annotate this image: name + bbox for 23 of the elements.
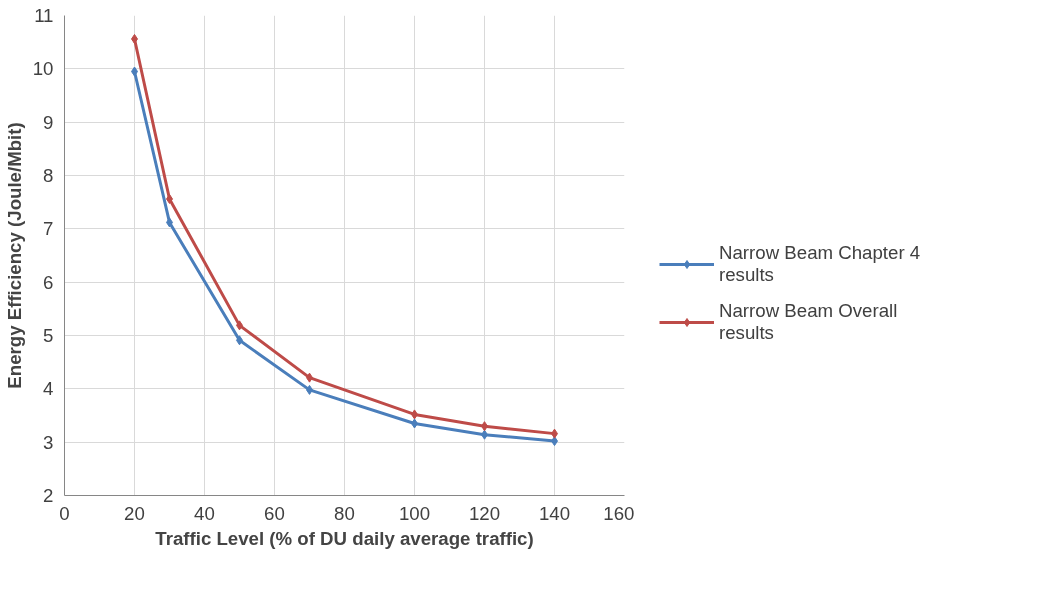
y-tick-label: 5	[43, 325, 54, 346]
x-tick-label: 60	[264, 502, 285, 524]
x-tick-label: 140	[538, 502, 571, 524]
x-tick-label: 20	[124, 502, 145, 524]
x-tick-label: 120	[468, 502, 501, 524]
y-axis-title: Energy Efficiency (Joule/Mbit)	[3, 122, 25, 389]
x-tick-label: 100	[398, 502, 431, 524]
x-tick-label: 160	[603, 502, 635, 524]
x-tick-label: 0	[59, 502, 70, 524]
legend-label: Narrow Beam Chapter 4 results	[719, 242, 921, 286]
y-tick-label: 8	[43, 165, 54, 186]
y-tick-label: 6	[43, 271, 54, 293]
y-tick-label: 10	[32, 58, 54, 80]
y-tick-label: 11	[34, 5, 54, 26]
y-tick-label: 9	[43, 111, 54, 133]
y-tick-label: 4	[43, 378, 54, 400]
y-tick-label: 3	[43, 431, 54, 453]
x-tick-label: 40	[194, 502, 215, 524]
y-tick-label: 7	[43, 218, 54, 240]
legend-label: Narrow Beam Overall results	[719, 300, 898, 344]
x-tick-label: 80	[334, 502, 355, 524]
y-tick-label: 2	[43, 485, 54, 506]
x-axis-title: Traffic Level (% of DU daily average traffic)	[155, 527, 534, 549]
